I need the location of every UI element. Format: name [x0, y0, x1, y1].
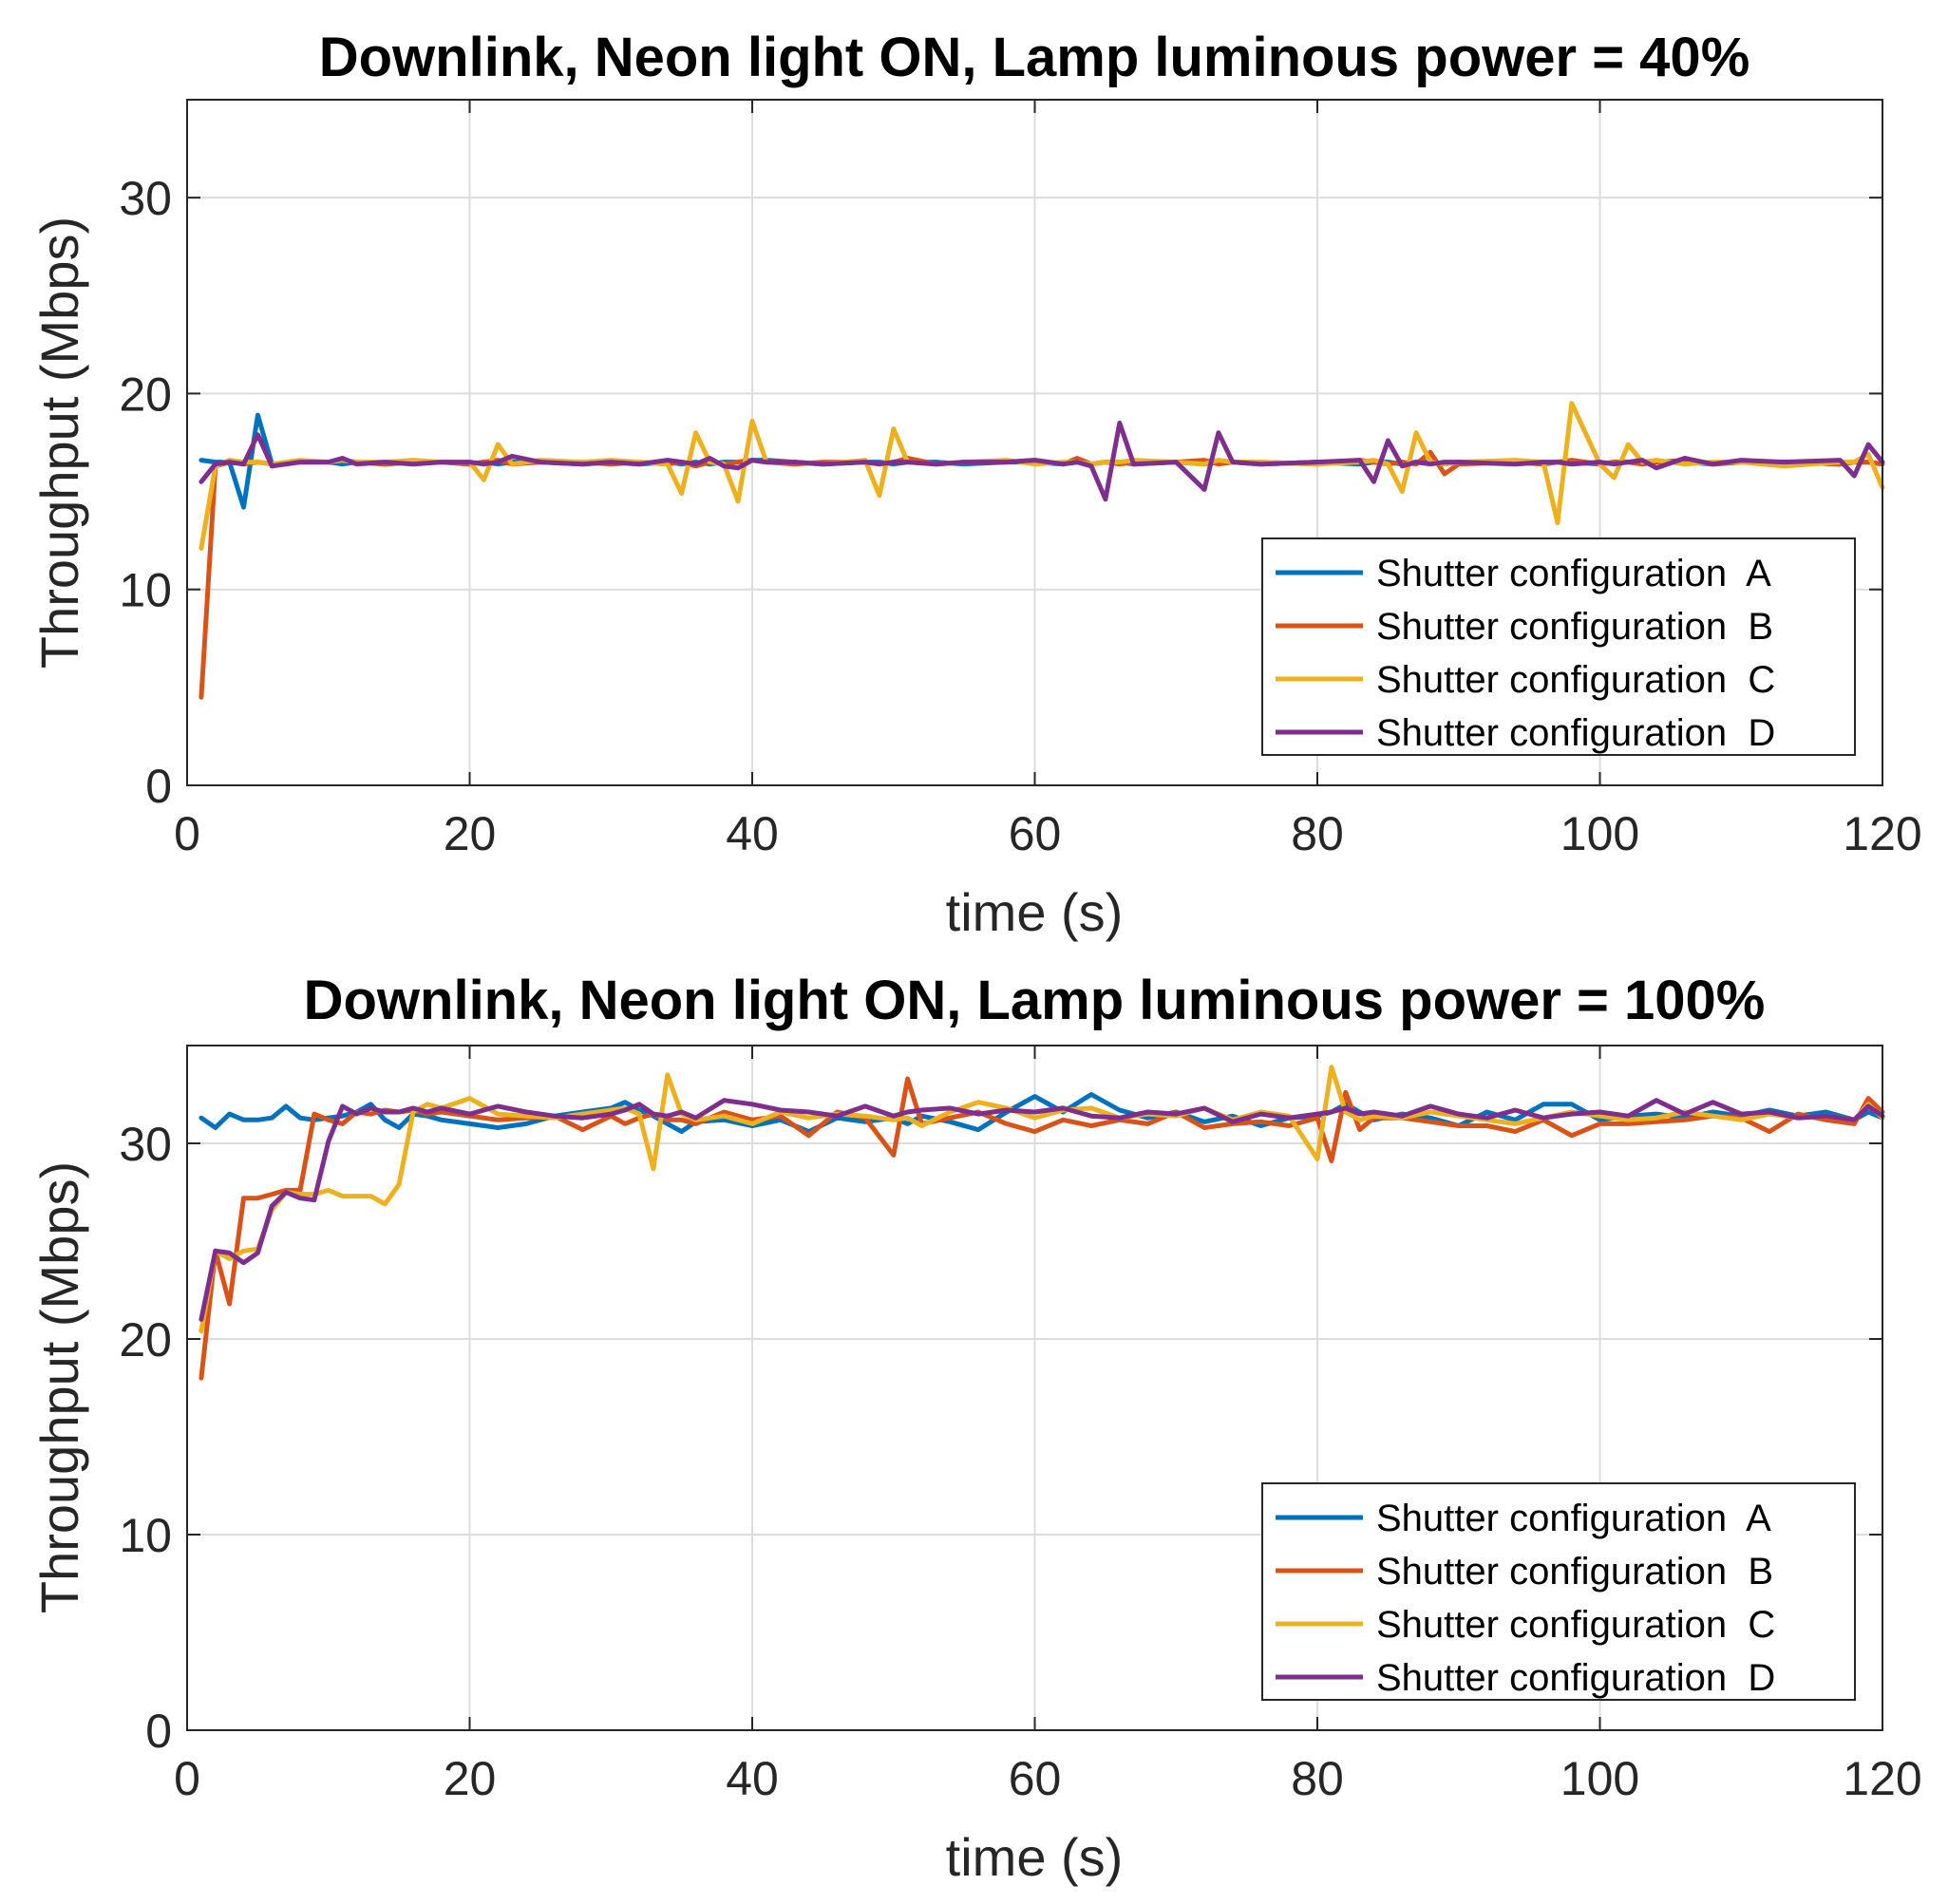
- tick-labels: 0 20 40 60 80 100 120 0 10 20 30: [119, 1046, 1922, 1805]
- tick-labels: 0 20 40 60 80 100 120 0 10 20 30: [119, 100, 1922, 860]
- y-tick-label: 10: [119, 564, 172, 617]
- x-axis-label: time (s): [946, 882, 1124, 942]
- legend: Shutter configuration A Shutter configura…: [1261, 537, 1856, 756]
- y-tick-label: 20: [119, 1313, 172, 1367]
- chart-title: Downlink, Neon light ON, Lamp luminous p…: [304, 970, 1766, 1031]
- x-tick-label: 40: [726, 807, 779, 860]
- x-tick-label: 120: [1843, 1752, 1921, 1805]
- legend-box: [1261, 537, 1856, 756]
- chart-panel-top: 0 20 40 60 80 100 120 0 10 20 30 Downlink, Neon li…: [29, 27, 1922, 942]
- legend-label-d: Shutter configuration D: [1376, 1657, 1775, 1699]
- x-tick-label: 60: [1009, 1752, 1062, 1805]
- y-axis-label: Throughput (Mbps): [29, 1161, 89, 1613]
- legend-label-b: Shutter configuration B: [1376, 606, 1773, 648]
- y-tick-label: 20: [119, 368, 172, 421]
- legend-label-c: Shutter configuration C: [1376, 1604, 1775, 1646]
- y-tick-label: 30: [119, 1118, 172, 1171]
- series-line-d: [199, 420, 1885, 502]
- chart-panel-bottom: 0 20 40 60 80 100 120 0 10 20 30 Downlink, Neon li…: [29, 970, 1922, 1887]
- y-tick-label: 0: [145, 760, 172, 813]
- legend: Shutter configuration A Shutter configura…: [1261, 1482, 1856, 1701]
- chart-title: Downlink, Neon light ON, Lamp luminous p…: [319, 27, 1750, 88]
- series-layer: [199, 401, 1885, 700]
- y-axis-label: Throughput (Mbps): [29, 217, 89, 669]
- legend-label-c: Shutter configuration C: [1376, 659, 1775, 701]
- x-tick-label: 0: [174, 807, 200, 860]
- y-tick-label: 10: [119, 1509, 172, 1562]
- series-line-d: [199, 1098, 1885, 1322]
- x-tick-label: 60: [1009, 807, 1062, 860]
- x-tick-label: 100: [1560, 807, 1639, 860]
- legend-label-d: Shutter configuration D: [1376, 712, 1775, 754]
- y-tick-label: 30: [119, 172, 172, 225]
- x-tick-label: 20: [444, 807, 497, 860]
- series-layer: [199, 1065, 1885, 1381]
- x-tick-label: 0: [174, 1752, 200, 1805]
- legend-label-b: Shutter configuration B: [1376, 1551, 1773, 1593]
- x-tick-label: 80: [1291, 807, 1344, 860]
- x-tick-label: 20: [444, 1752, 497, 1805]
- x-tick-label: 80: [1291, 1752, 1344, 1805]
- legend-label-a: Shutter configuration A: [1376, 1498, 1771, 1539]
- x-axis-label: time (s): [946, 1827, 1124, 1887]
- x-tick-label: 100: [1560, 1752, 1639, 1805]
- legend-label-a: Shutter configuration A: [1376, 553, 1771, 594]
- x-tick-label: 120: [1843, 807, 1921, 860]
- y-tick-label: 0: [145, 1705, 172, 1758]
- x-tick-label: 40: [726, 1752, 779, 1805]
